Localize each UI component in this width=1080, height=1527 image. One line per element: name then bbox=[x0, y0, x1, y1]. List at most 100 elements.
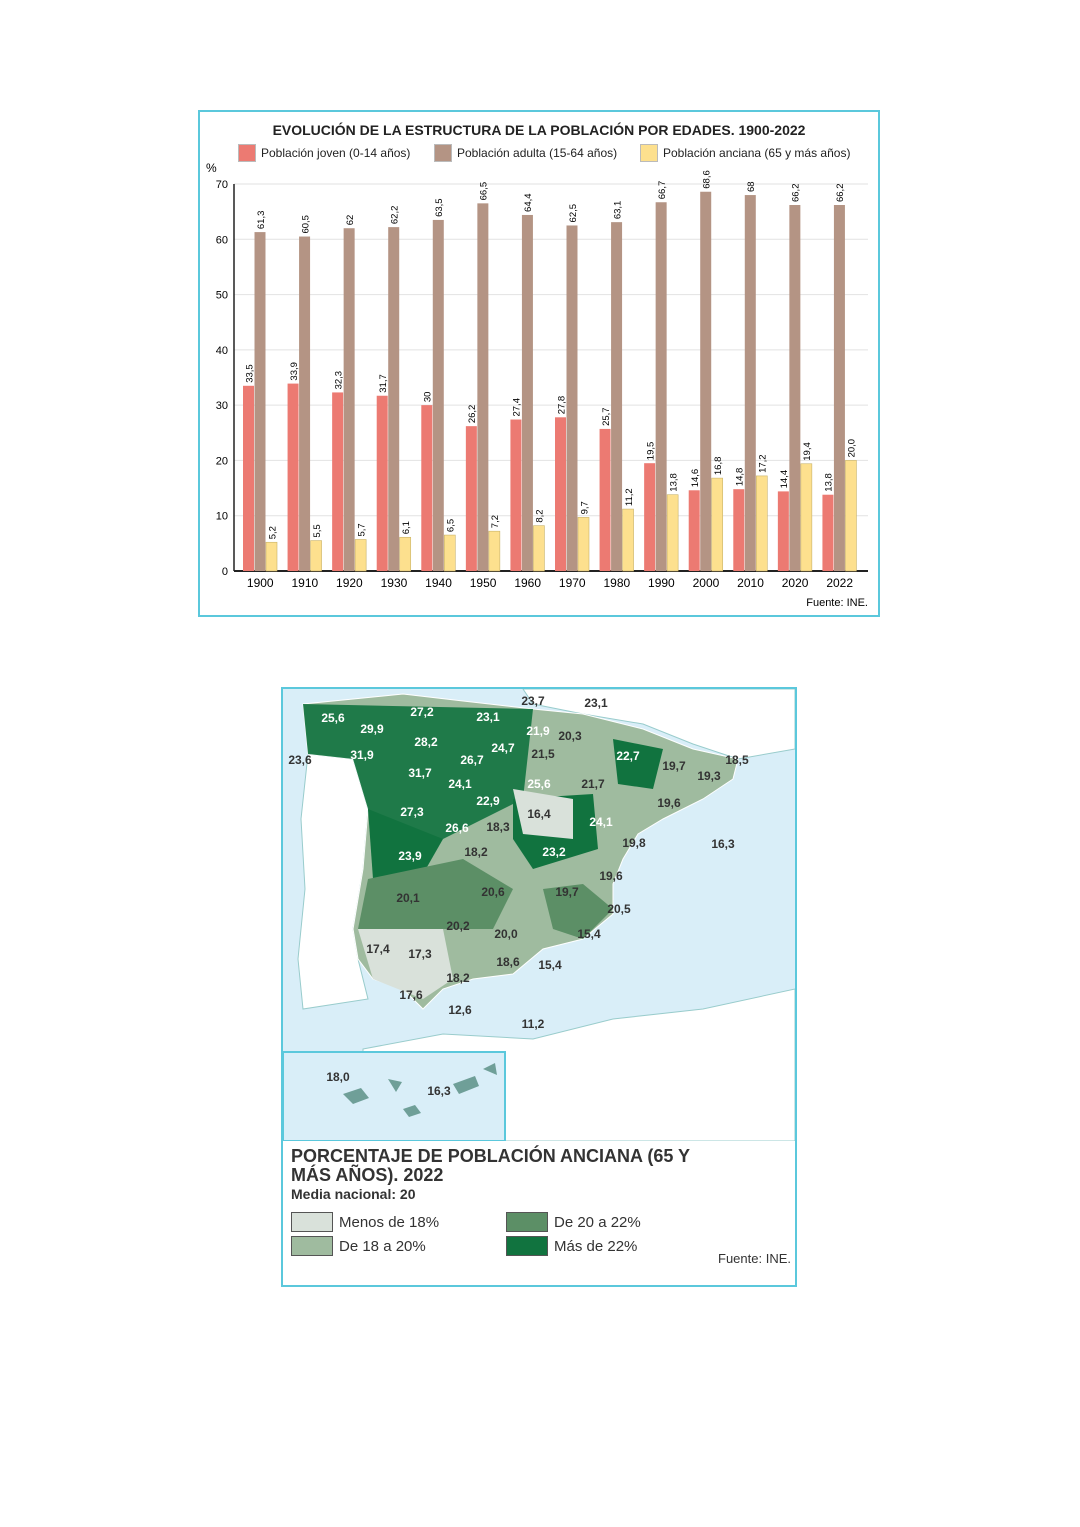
data-label: 62 bbox=[345, 215, 356, 226]
province-value: 31,7 bbox=[408, 766, 432, 780]
province-value: 21,9 bbox=[526, 724, 550, 738]
bar bbox=[688, 490, 700, 571]
province-value: 19,7 bbox=[662, 759, 686, 773]
province-value: 23,6 bbox=[288, 753, 312, 767]
bar bbox=[443, 534, 456, 572]
data-label: 11,2 bbox=[624, 488, 635, 506]
province-value: 25,6 bbox=[527, 777, 551, 791]
bar bbox=[744, 195, 756, 572]
province-value: 12,6 bbox=[448, 1003, 472, 1017]
bar bbox=[711, 477, 724, 572]
data-label: 63,1 bbox=[612, 201, 623, 220]
province-value: 23,2 bbox=[542, 845, 566, 859]
legend-joven: Población joven (0-14 años) bbox=[238, 144, 410, 162]
province-value: 18,5 bbox=[725, 753, 749, 767]
x-tick-label: 1980 bbox=[603, 576, 630, 590]
data-label: 68 bbox=[746, 181, 757, 192]
map-legend-item: Más de 22% bbox=[506, 1236, 637, 1256]
x-tick-label: 1900 bbox=[247, 576, 274, 590]
legend-label: De 20 a 22% bbox=[554, 1213, 641, 1231]
data-label: 66,7 bbox=[657, 181, 668, 200]
data-label: 14,6 bbox=[690, 469, 701, 488]
province-value: 22,9 bbox=[476, 794, 500, 808]
legend-swatch bbox=[238, 144, 256, 162]
bar bbox=[421, 405, 433, 571]
province-value: 18,3 bbox=[486, 820, 510, 834]
map-subtitle: Media nacional: 20 bbox=[291, 1186, 416, 1202]
province-value: 27,3 bbox=[400, 805, 424, 819]
bar bbox=[800, 463, 813, 572]
bar bbox=[376, 395, 388, 571]
bar bbox=[833, 205, 845, 571]
province-value: 24,1 bbox=[448, 777, 472, 791]
x-tick-label: 1940 bbox=[425, 576, 452, 590]
legend-swatch bbox=[640, 144, 658, 162]
province-value: 23,7 bbox=[521, 694, 545, 708]
bar bbox=[845, 460, 857, 572]
legend-label: Más de 22% bbox=[554, 1237, 638, 1255]
bar bbox=[822, 494, 834, 571]
bar bbox=[577, 517, 590, 572]
province-value: 17,6 bbox=[399, 988, 423, 1002]
province-value: 16,3 bbox=[711, 837, 735, 851]
province-value: 20,1 bbox=[396, 891, 420, 905]
map-title: PORCENTAJE DE POBLACIÓN ANCIANA (65 Y MÁ… bbox=[291, 1146, 690, 1185]
data-label: 33,5 bbox=[244, 364, 255, 383]
portugal-land bbox=[297, 753, 369, 1010]
data-label: 61,3 bbox=[256, 211, 267, 230]
data-label: 26,2 bbox=[467, 405, 478, 424]
bar bbox=[666, 494, 679, 572]
data-label: 66,2 bbox=[835, 184, 846, 203]
legend-label: Población joven (0-14 años) bbox=[261, 146, 411, 160]
x-tick-label: 1960 bbox=[514, 576, 541, 590]
data-label: 14,8 bbox=[735, 468, 746, 487]
data-label: 62,5 bbox=[568, 204, 579, 223]
province-value: 19,3 bbox=[697, 769, 721, 783]
bar bbox=[510, 419, 522, 571]
province-value: 22,7 bbox=[616, 749, 640, 763]
data-label: 13,8 bbox=[668, 473, 679, 492]
data-label: 25,7 bbox=[601, 407, 612, 426]
province-value: 23,1 bbox=[584, 696, 608, 710]
data-label: 60,5 bbox=[300, 215, 311, 234]
data-label: 30 bbox=[423, 392, 434, 403]
province-value: 17,4 bbox=[366, 942, 390, 956]
bar bbox=[310, 540, 322, 572]
province-value: 31,9 bbox=[350, 748, 374, 762]
map-legend-item: Menos de 18% bbox=[291, 1212, 439, 1232]
data-label: 17,2 bbox=[758, 454, 769, 473]
bar bbox=[533, 525, 545, 572]
legend-anciana: Población anciana (65 y más años) bbox=[640, 144, 850, 162]
bar bbox=[343, 228, 355, 571]
y-tick-label: 10 bbox=[216, 511, 228, 523]
bar bbox=[265, 541, 278, 572]
legend-swatch bbox=[506, 1236, 548, 1256]
bar bbox=[299, 236, 311, 571]
x-tick-label: 2022 bbox=[826, 576, 853, 590]
province-value: 11,2 bbox=[522, 1017, 545, 1031]
y-tick-label: 40 bbox=[216, 345, 228, 357]
legend-label: Población adulta (15-64 años) bbox=[457, 146, 618, 160]
province-value: 16,3 bbox=[427, 1084, 451, 1098]
data-label: 66,2 bbox=[791, 184, 802, 203]
bar bbox=[477, 203, 489, 571]
province-value: 20,3 bbox=[558, 729, 582, 743]
bar bbox=[733, 489, 745, 571]
map-legend-item: De 18 a 20% bbox=[291, 1236, 426, 1256]
x-tick-label: 1930 bbox=[381, 576, 408, 590]
x-tick-label: 1970 bbox=[559, 576, 586, 590]
legend-label: De 18 a 20% bbox=[339, 1237, 426, 1255]
data-label: 66,5 bbox=[479, 182, 490, 201]
bar bbox=[287, 383, 299, 571]
y-tick-label: 30 bbox=[216, 400, 228, 412]
y-tick-label: 60 bbox=[216, 234, 228, 246]
y-tick-label: 0 bbox=[222, 566, 228, 578]
data-label: 8,2 bbox=[535, 509, 546, 522]
province-value: 21,7 bbox=[581, 777, 605, 791]
data-label: 27,8 bbox=[556, 396, 567, 415]
legend-swatch bbox=[434, 144, 452, 162]
data-label: 14,4 bbox=[779, 470, 790, 489]
data-label: 62,2 bbox=[389, 206, 400, 225]
province-value: 18,2 bbox=[464, 845, 488, 859]
province-value: 19,6 bbox=[599, 869, 623, 883]
